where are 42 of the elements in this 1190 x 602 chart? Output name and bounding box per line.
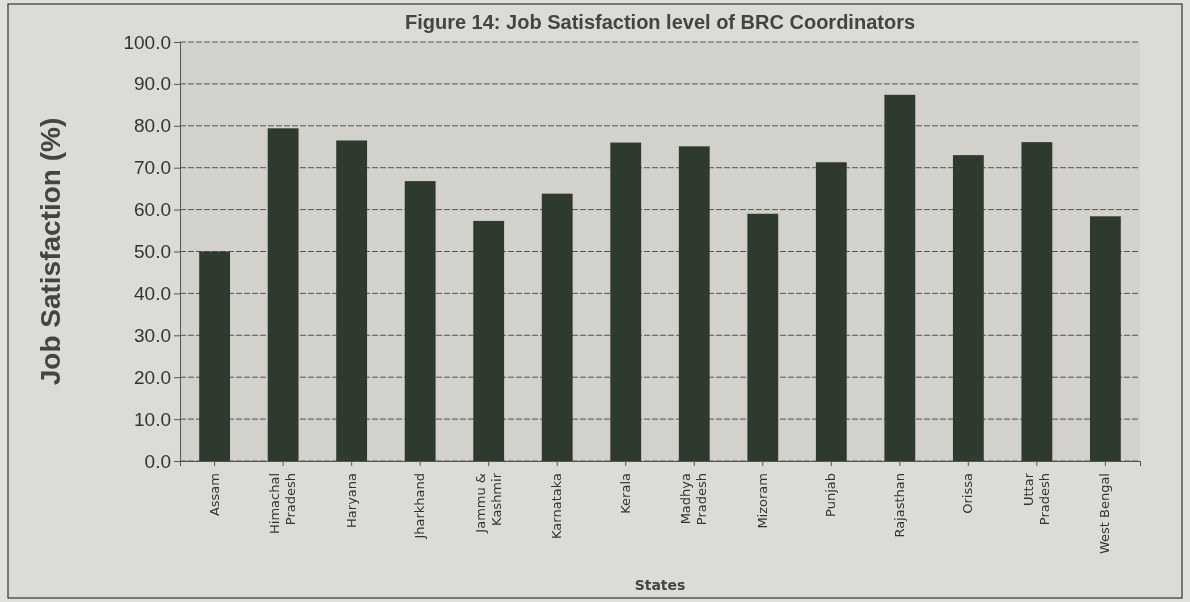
x-tick-label: Assam [206,473,222,517]
x-tick-label: Haryana [343,473,359,528]
bar [541,193,573,461]
bar [815,162,847,461]
bar [1089,216,1121,461]
bar [610,142,642,461]
chart-title: Figure 14: Job Satisfaction level of BRC Coordinators [404,11,916,33]
x-tick-label: Kerala [617,473,633,514]
y-tick-label: 90.0 [134,73,171,95]
bar [884,94,916,461]
bar [336,140,368,461]
x-axis-title: States [634,577,686,593]
x-tick-label: West Bengal [1097,473,1113,555]
bar [404,181,436,461]
x-tick-label: Punjab [823,473,839,517]
bar [267,128,299,461]
bar [747,213,779,461]
y-tick-label: 80.0 [134,115,171,137]
bar [473,220,505,461]
x-tick-label: Jammu & Kashmir [472,472,504,534]
y-tick-label: 100.0 [123,31,171,53]
y-tick-label: 40.0 [134,282,171,304]
x-tick-label: Uttar Pradesh [1020,472,1052,526]
bar [678,146,710,461]
bar [1021,142,1053,461]
y-tick-label: 60.0 [134,199,171,221]
x-tick-label: Madhya Pradesh [678,473,710,526]
y-tick-label: 30.0 [134,324,171,346]
x-tick-label: Jharkhand [412,473,428,540]
x-tick-label: Karnataka [549,473,565,539]
x-tick-label: Orissa [960,473,976,514]
x-tick-label: Himachal Pradesh [267,473,299,534]
y-tick-label: 50.0 [134,241,171,263]
bar [952,155,984,461]
x-tick-label: Mizoram [754,473,770,529]
x-tick-label: Rajasthan [891,473,907,538]
y-tick-label: 10.0 [134,408,171,430]
y-tick-label: 0.0 [144,450,171,472]
y-tick-label: 20.0 [134,366,171,388]
bar [199,251,231,461]
y-axis-title: Job Satisfaction (%) [35,117,66,386]
y-tick-label: 70.0 [134,157,171,179]
